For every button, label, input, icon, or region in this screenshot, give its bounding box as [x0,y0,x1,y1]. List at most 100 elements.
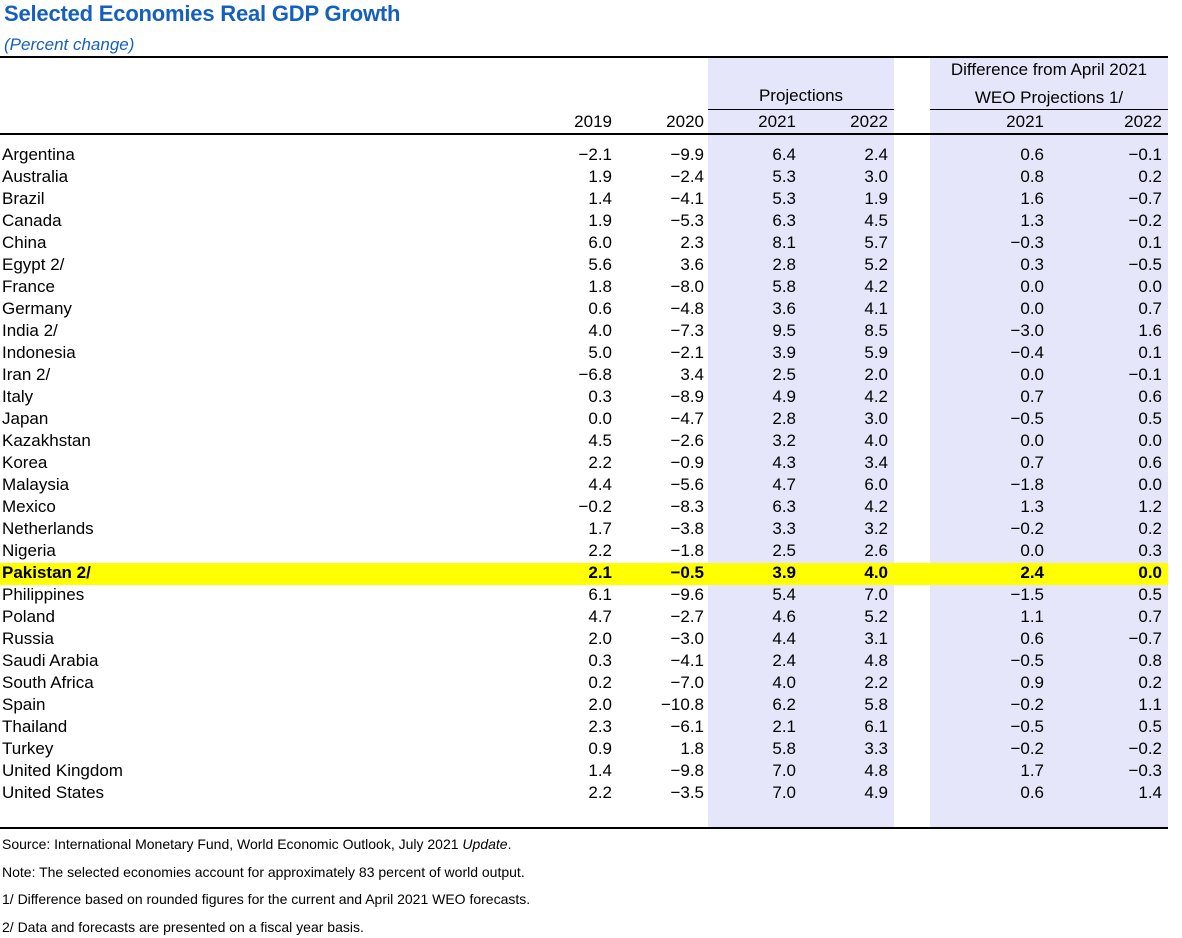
value-diff-2022: 0.5 [1138,585,1162,604]
country-name: China [2,233,47,252]
value-proj-2022: 4.2 [864,277,888,296]
value-proj-2021: 2.8 [772,409,796,428]
table-row: Philippines 6.1 −9.6 5.4 7.0 −1.5 0.5 [0,585,1168,607]
value-proj-2021: 5.8 [772,277,796,296]
projections-shading [708,58,894,827]
value-proj-2021: 4.3 [772,453,796,472]
value-diff-2021: 0.0 [1020,299,1044,318]
table-row: Japan 0.0 −4.7 2.8 3.0 −0.5 0.5 [0,409,1168,431]
value-diff-2022: 0.5 [1138,717,1162,736]
value-2019: 5.6 [588,255,612,274]
table-row: Argentina −2.1 −9.9 6.4 2.4 0.6 −0.1 [0,145,1168,167]
value-diff-2022: 1.1 [1138,695,1162,714]
table-row: Poland 4.7 −2.7 4.6 5.2 1.1 0.7 [0,607,1168,629]
col-header-proj-2022: 2022 [850,112,888,131]
country-name: Malaysia [2,475,70,494]
country-name: United States [2,783,105,802]
value-2020: −6.1 [670,717,704,736]
difference-header-line1: Difference from April 2021 [950,60,1148,79]
table-row: Egypt 2/5.6 3.6 2.8 5.2 0.3 −0.5 [0,255,1168,277]
value-diff-2022: −0.2 [1128,211,1162,230]
value-2020: −9.8 [670,761,704,780]
value-diff-2021: −0.5 [1010,717,1044,736]
value-proj-2022: 6.0 [864,475,888,494]
value-2019: 1.8 [588,277,612,296]
value-proj-2021: 5.3 [772,189,796,208]
value-2019: 1.9 [588,211,612,230]
table-row: Iran 2/ −6.8 3.4 2.5 2.0 0.0 −0.1 [0,365,1168,387]
col-header-proj-2021: 2021 [758,112,796,131]
value-proj-2022: 2.0 [864,365,888,384]
country-name: Korea [2,453,48,472]
value-diff-2021: 0.9 [1020,673,1044,692]
value-diff-2021: 1.6 [1020,189,1044,208]
value-diff-2021: −0.5 [1010,409,1044,428]
value-diff-2021: 0.0 [1020,431,1044,450]
value-2019: 4.7 [588,607,612,626]
value-proj-2021: 3.6 [772,299,796,318]
value-proj-2022: 2.6 [864,541,888,560]
value-2019: 2.1 [588,563,612,582]
value-proj-2022: 4.8 [864,651,888,670]
value-proj-2022: 3.3 [864,739,888,758]
value-proj-2022: 4.0 [864,563,888,582]
value-2019: 4.5 [588,431,612,450]
country-name: Canada [2,211,62,230]
table-row: Canada 1.9 −5.3 6.3 4.5 1.3 −0.2 [0,211,1168,233]
value-diff-2022: 0.5 [1138,409,1162,428]
value-proj-2022: 3.4 [864,453,888,472]
value-proj-2021: 3.9 [772,343,796,362]
table-row: France 1.8 −8.0 5.8 4.2 0.0 0.0 [0,277,1168,299]
page-subtitle: (Percent change) [4,35,135,54]
value-proj-2021: 6.3 [772,211,796,230]
value-proj-2022: 5.7 [864,233,888,252]
value-2020: −4.7 [670,409,704,428]
value-proj-2022: 4.5 [864,211,888,230]
value-diff-2022: 0.1 [1138,233,1162,252]
table-row: Spain 2.0 −10.8 6.2 5.8 −0.2 1.1 [0,695,1168,717]
value-proj-2022: 4.9 [864,783,888,802]
value-proj-2022: 3.2 [864,519,888,538]
value-diff-2021: −0.2 [1010,739,1044,758]
col-header-diff-2022: 2022 [1124,112,1162,131]
value-diff-2021: 1.3 [1020,497,1044,516]
value-diff-2022: 0.7 [1138,299,1162,318]
value-diff-2022: 0.0 [1138,277,1162,296]
country-name: Saudi Arabia [2,651,99,670]
value-proj-2022: 5.8 [864,695,888,714]
value-proj-2022: 8.5 [864,321,888,340]
country-name: Mexico [2,497,56,516]
difference-underline [930,109,1168,110]
value-2020: −4.1 [670,189,704,208]
value-proj-2022: 2.4 [864,145,888,164]
bottom-rule [0,827,1168,829]
difference-header-line2: WEO Projections 1/ [974,88,1124,107]
country-name: South Africa [2,673,94,692]
difference-shading [930,58,1168,827]
value-proj-2021: 6.2 [772,695,796,714]
value-2019: 6.1 [588,585,612,604]
value-diff-2022: −0.7 [1128,189,1162,208]
value-2019: 0.6 [588,299,612,318]
value-diff-2022: 1.4 [1138,783,1162,802]
value-proj-2021: 3.3 [772,519,796,538]
value-diff-2021: 1.7 [1020,761,1044,780]
value-2019: 2.3 [588,717,612,736]
value-diff-2021: 0.0 [1020,541,1044,560]
value-2020: −8.0 [670,277,704,296]
value-2020: −2.4 [670,167,704,186]
value-proj-2022: 4.1 [864,299,888,318]
value-proj-2022: 3.1 [864,629,888,648]
value-diff-2022: 0.2 [1138,673,1162,692]
value-diff-2021: 1.1 [1020,607,1044,626]
value-proj-2022: 3.0 [864,167,888,186]
value-2019: 2.0 [588,695,612,714]
source-note: Source: International Monetary Fund, Wor… [2,836,530,864]
value-2020: −2.1 [670,343,704,362]
value-2020: −10.8 [660,695,704,714]
value-diff-2021: −0.3 [1010,233,1044,252]
top-rule [0,56,1168,58]
value-proj-2021: 2.1 [772,717,796,736]
value-proj-2022: 3.0 [864,409,888,428]
